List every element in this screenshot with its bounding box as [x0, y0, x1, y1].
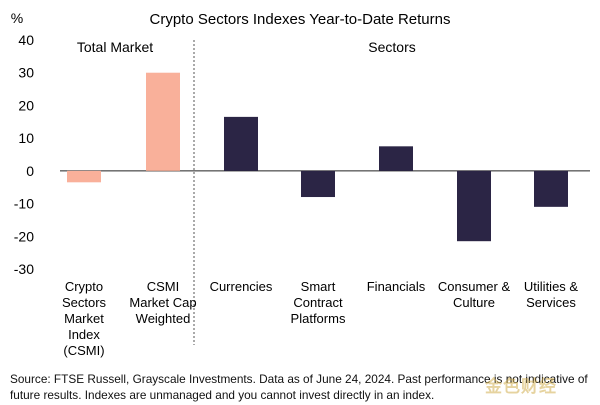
- source-note: Source: FTSE Russell, Grayscale Investme…: [10, 372, 588, 402]
- category-label: Smart Contract Platforms: [291, 279, 346, 326]
- category-label: Utilities & Services: [524, 279, 579, 310]
- chart-title: Crypto Sectors Indexes Year-to-Date Retu…: [150, 11, 451, 28]
- y-tick-label: 0: [26, 163, 34, 179]
- category-label-line: CSMI: [147, 279, 180, 294]
- category-label-line: Smart: [301, 279, 336, 294]
- y-tick-label: 10: [18, 130, 34, 146]
- category-label-line: Index: [68, 327, 100, 342]
- y-tick-label: 30: [18, 65, 34, 81]
- section-label-total-market: Total Market: [77, 39, 153, 55]
- category-label: Currencies: [210, 279, 273, 294]
- y-tick-label: 20: [18, 97, 34, 113]
- bar: [146, 72, 180, 171]
- category-label-line: Consumer &: [438, 279, 511, 294]
- bar: [457, 170, 491, 242]
- y-tick-label: 40: [18, 32, 34, 48]
- category-label-line: Financials: [367, 279, 426, 294]
- bar: [534, 170, 568, 207]
- category-label-line: Weighted: [136, 311, 191, 326]
- category-label-line: Market: [64, 311, 104, 326]
- category-label-line: Services: [526, 295, 576, 310]
- y-tick-label: -10: [14, 196, 34, 212]
- category-label: Consumer & Culture: [438, 279, 511, 310]
- bar: [224, 116, 258, 171]
- section-label-sectors: Sectors: [368, 39, 415, 55]
- bar: [67, 170, 101, 183]
- category-label-line: Currencies: [210, 279, 273, 294]
- category-label: CSMI Market Cap Weighted: [129, 279, 196, 326]
- category-label: Financials: [367, 279, 426, 294]
- category-label-line: Utilities &: [524, 279, 579, 294]
- category-label-line: Crypto: [65, 279, 103, 294]
- category-label-line: (CSMI): [63, 343, 104, 358]
- watermark: 金色财经: [485, 377, 557, 396]
- y-tick-label: -30: [14, 261, 34, 277]
- y-tick-label: -20: [14, 228, 34, 244]
- bar: [379, 146, 413, 171]
- y-axis-label: %: [11, 10, 23, 26]
- category-label: Crypto Sectors Market Index (CSMI): [62, 279, 107, 358]
- category-label-line: Market Cap: [129, 295, 196, 310]
- category-label-line: Sectors: [62, 295, 107, 310]
- bar: [301, 170, 335, 198]
- category-label-line: Culture: [453, 295, 495, 310]
- category-label-line: Platforms: [291, 311, 346, 326]
- category-label-line: Contract: [293, 295, 343, 310]
